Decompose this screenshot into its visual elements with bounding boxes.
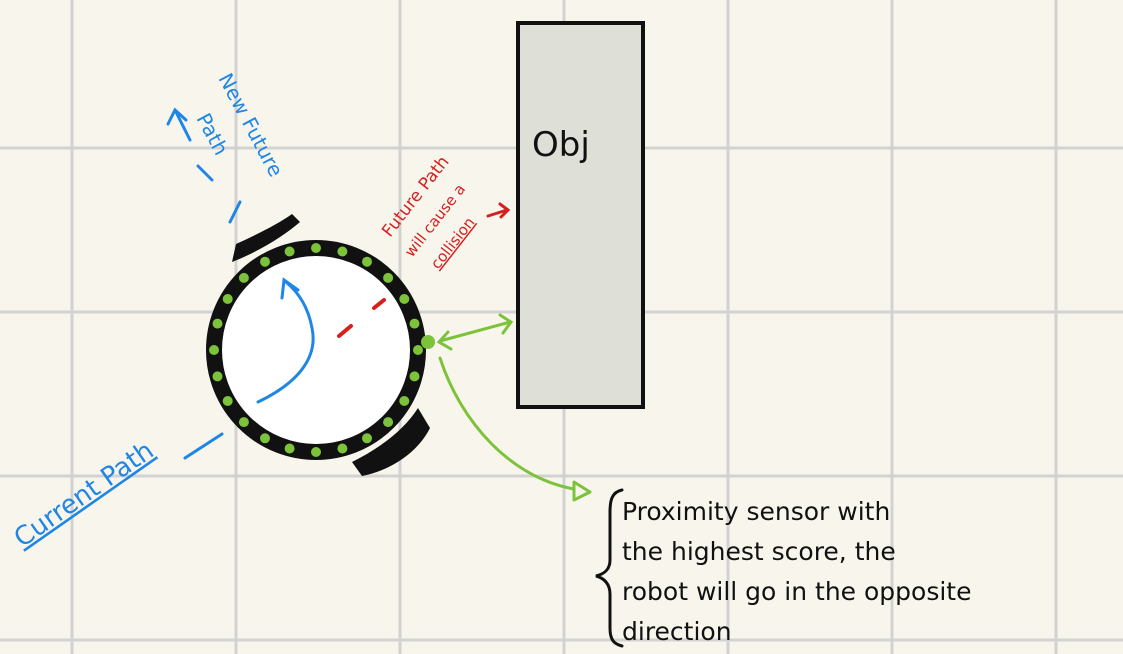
proximity-sensor [362,256,372,267]
proximity-sensor [260,433,270,444]
note-line-3: robot will go in the opposite [622,577,971,606]
note-brace [595,488,624,648]
proximity-sensor [238,417,249,428]
current-path-line [183,432,224,460]
note-line-4: direction [622,617,732,646]
proximity-sensor [409,318,420,329]
new-future-path-dash [228,200,242,224]
proximity-sensor [222,396,233,406]
new-future-path-label-1: New Future [214,69,289,181]
proximity-sensor [212,371,223,382]
proximity-sensor [311,447,321,457]
proximity-sensor [399,396,410,406]
proximity-sensor [238,272,249,283]
proximity-sensor [209,345,219,355]
proximity-sensor [383,272,394,283]
proximity-sensor [362,433,372,444]
proximity-sensors [209,243,435,457]
sensor-callout-arrow [438,356,582,492]
proximity-sensor [399,294,410,304]
proximity-sensor [413,345,423,355]
proximity-sensor [260,256,270,267]
future-path-dashes [337,298,386,338]
distance-arrow [436,313,514,351]
obstacle-label: Obj [532,125,590,165]
proximity-sensor [311,243,321,253]
note-line-1: Proximity sensor with [622,497,890,526]
proximity-sensor [337,443,348,454]
new-future-path-label-2: Path [192,109,234,159]
proximity-sensor [383,417,394,428]
turn-path-curve [256,280,315,404]
proximity-sensor [284,246,295,257]
highest-score-sensor [421,335,435,349]
obstacle-box [516,21,645,409]
new-future-path-dash-2 [196,164,214,182]
proximity-sensor [284,443,295,454]
future-path-arrow [486,202,511,219]
proximity-sensor [222,294,233,304]
robot [206,214,435,476]
proximity-sensor [409,371,420,382]
current-path-label: Current Path [9,436,160,554]
proximity-sensor [212,318,223,329]
proximity-sensor [337,246,348,257]
robot-wheel-bottom [352,408,430,476]
new-future-path-arrow [166,107,192,142]
robot-wheel-top [232,214,300,262]
sensor-callout-arrowhead [572,480,592,502]
note-line-2: the highest score, the [622,537,896,566]
turn-path-arrowhead [280,277,300,300]
